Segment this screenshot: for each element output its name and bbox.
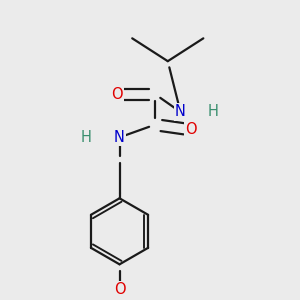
Text: N: N	[114, 130, 125, 145]
Text: O: O	[111, 87, 123, 102]
Text: H: H	[208, 104, 219, 119]
Text: O: O	[185, 122, 197, 137]
Text: N: N	[175, 104, 186, 119]
Text: H: H	[81, 130, 92, 145]
Text: O: O	[114, 282, 125, 297]
